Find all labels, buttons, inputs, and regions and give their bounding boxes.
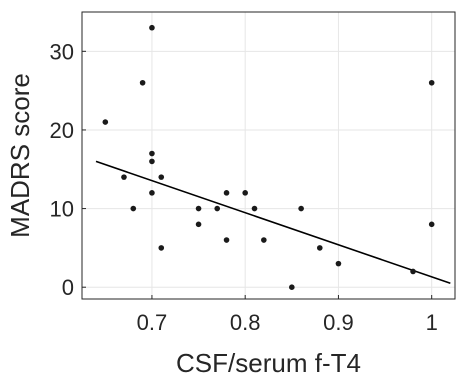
data-point (298, 205, 304, 212)
data-point (149, 190, 155, 196)
axes-box (81, 11, 456, 300)
data-point (223, 237, 230, 243)
data-point (149, 150, 155, 157)
data-points (102, 24, 435, 291)
data-point (410, 268, 416, 275)
x-tick-label: 0.7 (137, 310, 168, 335)
data-point (195, 221, 202, 228)
data-point (251, 205, 258, 212)
regression-line-group (95, 160, 451, 285)
data-point (261, 237, 267, 243)
y-tick-label: 20 (50, 118, 74, 143)
y-tick-label: 10 (50, 197, 74, 222)
data-point (195, 205, 202, 212)
grid-lines (82, 12, 455, 299)
x-tick-label: 1 (426, 310, 438, 335)
regression-line (95, 160, 451, 285)
data-point (335, 260, 342, 267)
x-tick-label: 0.8 (230, 310, 261, 335)
data-point (289, 284, 295, 291)
data-point (214, 205, 221, 212)
data-point (316, 245, 323, 251)
data-point (158, 245, 165, 251)
x-tick-label: 0.9 (323, 310, 354, 335)
y-tick-label: 30 (50, 39, 74, 64)
x-axis-label: CSF/serum f-T4 (176, 348, 361, 378)
data-point (242, 190, 248, 196)
data-point (121, 174, 127, 180)
data-point (149, 24, 155, 31)
y-tick-label: 0 (62, 275, 74, 300)
data-point (223, 190, 230, 196)
data-point (149, 158, 155, 165)
data-point (428, 79, 435, 86)
data-point (102, 119, 109, 125)
y-axis-label: MADRS score (5, 73, 35, 238)
data-point (158, 174, 165, 180)
data-point (428, 221, 435, 228)
data-point (130, 205, 137, 212)
data-point (139, 79, 146, 86)
